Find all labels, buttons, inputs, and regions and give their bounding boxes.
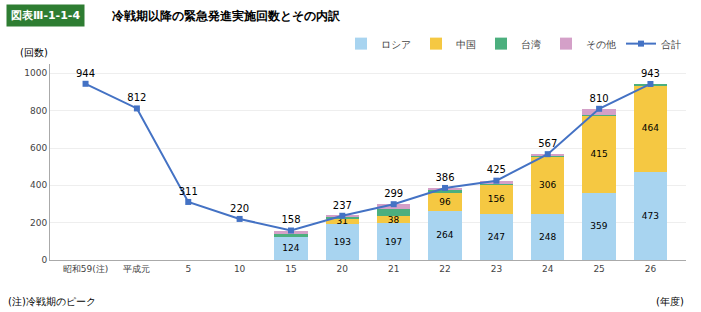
svg-text:311: 311	[179, 186, 198, 197]
svg-text:248: 248	[539, 232, 556, 242]
svg-text:386: 386	[435, 172, 454, 183]
svg-text:567: 567	[538, 138, 557, 149]
svg-text:359: 359	[590, 221, 607, 231]
svg-text:(年度): (年度)	[656, 296, 684, 307]
svg-text:247: 247	[488, 232, 505, 242]
svg-text:220: 220	[230, 203, 249, 214]
svg-text:264: 264	[436, 230, 453, 240]
svg-text:237: 237	[333, 200, 352, 211]
svg-text:冷戦期以降の緊急発進実施回数とその内訳: 冷戦期以降の緊急発進実施回数とその内訳	[112, 9, 341, 23]
svg-text:22: 22	[439, 264, 450, 274]
svg-text:24: 24	[542, 264, 554, 274]
svg-text:中国: 中国	[456, 39, 476, 50]
svg-text:1000: 1000	[24, 68, 47, 78]
svg-text:425: 425	[487, 164, 506, 175]
svg-text:158: 158	[281, 214, 300, 225]
svg-text:10: 10	[234, 264, 246, 274]
svg-text:473: 473	[642, 211, 659, 221]
svg-text:943: 943	[641, 68, 660, 79]
svg-text:415: 415	[591, 149, 608, 159]
svg-text:平成元: 平成元	[123, 264, 150, 274]
svg-text:156: 156	[488, 194, 505, 204]
svg-text:96: 96	[439, 197, 451, 207]
svg-text:810: 810	[590, 93, 609, 104]
svg-text:ロシア: ロシア	[381, 39, 411, 50]
svg-text:(回数): (回数)	[20, 47, 48, 58]
svg-text:合計: 合計	[661, 39, 681, 50]
svg-text:31: 31	[337, 216, 348, 226]
svg-text:(注)冷戦期のピーク: (注)冷戦期のピーク	[8, 296, 96, 307]
svg-text:400: 400	[30, 180, 47, 190]
svg-text:昭和59(注): 昭和59(注)	[63, 264, 108, 274]
svg-text:図表Ⅲ-1-1-4: 図表Ⅲ-1-1-4	[11, 9, 80, 22]
svg-text:600: 600	[30, 143, 47, 153]
svg-text:200: 200	[30, 218, 47, 228]
svg-text:20: 20	[337, 264, 349, 274]
svg-text:23: 23	[491, 264, 502, 274]
svg-text:その他: その他	[586, 39, 616, 50]
svg-text:800: 800	[30, 106, 47, 116]
svg-text:464: 464	[642, 123, 659, 133]
svg-text:15: 15	[285, 264, 296, 274]
svg-text:25: 25	[593, 264, 604, 274]
svg-text:台湾: 台湾	[521, 39, 541, 50]
svg-text:306: 306	[539, 180, 556, 190]
svg-text:197: 197	[385, 237, 402, 247]
svg-text:5: 5	[185, 264, 191, 274]
svg-text:0: 0	[41, 255, 47, 265]
svg-text:21: 21	[388, 264, 399, 274]
svg-text:124: 124	[282, 243, 299, 253]
svg-text:38: 38	[388, 215, 400, 225]
svg-text:944: 944	[76, 68, 95, 79]
svg-text:193: 193	[334, 237, 351, 247]
svg-text:26: 26	[645, 264, 657, 274]
svg-text:812: 812	[127, 92, 146, 103]
svg-text:299: 299	[384, 188, 403, 199]
